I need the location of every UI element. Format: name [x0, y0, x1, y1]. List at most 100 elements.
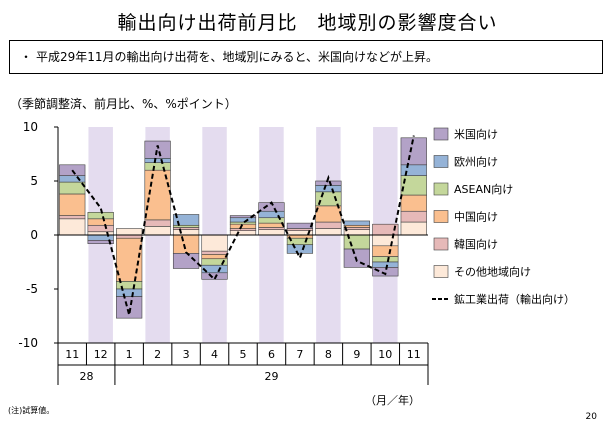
bar-segment — [229, 221, 257, 225]
bar-segment — [87, 240, 114, 244]
summary-text: 平成29年11月の輸出向け出荷を、地域別にみると、米国向けなどが上昇。 — [36, 50, 439, 64]
bar-segment — [172, 214, 200, 226]
legend-label: 欧州向け — [454, 155, 498, 169]
bar-segment — [400, 210, 427, 223]
bar-segment — [400, 175, 427, 196]
x-tick-label: 11 — [65, 348, 79, 361]
bar-segment — [315, 185, 342, 193]
bar-segment — [144, 162, 171, 171]
bar-segment — [201, 272, 228, 280]
x-tick-label: 12 — [94, 348, 108, 361]
bar-segment — [59, 218, 86, 236]
legend-swatch — [433, 182, 449, 196]
line-series-exports — [71, 135, 415, 316]
bar-segment — [59, 175, 86, 183]
x-tick-label: 10 — [378, 348, 392, 361]
bar-segment — [116, 237, 143, 282]
bar-segment — [372, 256, 399, 263]
page-number: 20 — [585, 412, 597, 422]
bar-segment — [87, 218, 114, 226]
legend-swatch — [433, 155, 449, 168]
bar-segment — [372, 234, 399, 247]
year-label: 28 — [79, 370, 93, 383]
bar-segment — [144, 219, 171, 227]
bar-segment — [229, 217, 257, 223]
bar-segment — [400, 221, 427, 236]
x-tick-label: 6 — [268, 348, 275, 361]
bar-segment — [201, 254, 228, 260]
bar-segment — [400, 194, 427, 212]
x-tick-label: 1 — [126, 348, 133, 361]
legend-label: 米国向け — [454, 127, 498, 141]
bar-segment — [116, 296, 143, 319]
bar-segment — [144, 158, 171, 163]
bar-segment — [372, 267, 399, 277]
bar-segment — [229, 228, 257, 231]
legend-swatch — [433, 210, 449, 223]
bar-segment — [172, 224, 200, 228]
bar-segment — [229, 230, 257, 236]
bar-segment — [59, 181, 86, 195]
bar-segment — [286, 222, 314, 229]
x-tick-label: 4 — [211, 348, 218, 361]
bar-segment — [258, 227, 285, 230]
bar-segment — [172, 227, 200, 230]
bar-segment — [315, 228, 342, 236]
bar-segment — [315, 205, 342, 223]
bar-segment — [116, 228, 143, 236]
x-tick-label: 8 — [325, 348, 332, 361]
bar-segment — [144, 226, 171, 236]
legend-swatch — [433, 237, 449, 251]
bar-segment — [201, 250, 228, 255]
legend-label: その他地域向け — [454, 265, 531, 279]
legend-swatch — [433, 265, 449, 278]
legend-label: 鉱工業出荷（輸出向け） — [454, 292, 575, 306]
bar-segment — [229, 215, 257, 219]
legend-label: ASEAN向け — [454, 182, 513, 196]
bar-segment — [201, 234, 228, 252]
bar-segment — [343, 227, 370, 230]
x-tick-label: 9 — [353, 348, 360, 361]
year-label: 29 — [264, 370, 278, 383]
y-tick-label: -10 — [18, 336, 38, 350]
y-tick-label: 0 — [30, 228, 38, 242]
bar-segment — [258, 222, 285, 228]
bar-segment — [372, 261, 399, 268]
bar-segment — [144, 140, 171, 159]
x-tick-label: 11 — [407, 348, 421, 361]
units-label: （季節調整済、前月比、%、%ポイント） — [10, 97, 237, 111]
bar-segment — [229, 223, 257, 229]
x-tick-label: 5 — [240, 348, 247, 361]
x-unit-label: （月／年） — [365, 393, 420, 407]
summary-bullet: ・ — [20, 50, 33, 64]
x-tick-label: 7 — [296, 348, 303, 361]
bar-segment — [172, 234, 200, 254]
bar-segment — [286, 244, 314, 254]
bar-segment — [172, 229, 200, 236]
legend-label: 韓国向け — [454, 237, 498, 251]
y-tick-label: 5 — [30, 174, 38, 188]
bar-segment — [258, 210, 285, 219]
page-title: 輸出向け出荷前月比 地域別の影響度合い — [117, 12, 498, 34]
bar-segment — [59, 193, 86, 216]
bar-segment — [258, 229, 285, 236]
bar-segment — [400, 137, 427, 166]
bar-segment — [315, 180, 342, 186]
bar-segment — [315, 221, 342, 229]
y-tick-label: 10 — [23, 120, 38, 134]
bar-segment — [372, 245, 399, 257]
y-tick-label: -5 — [26, 282, 38, 296]
bar-segment — [87, 212, 114, 220]
summary-box: ・平成29年11月の輸出向け出荷を、地域別にみると、米国向けなどが上昇。 — [9, 40, 603, 74]
legend-swatch — [433, 127, 449, 141]
footnote: (注)試算値。 — [8, 406, 55, 415]
bar-segment — [59, 215, 86, 220]
x-tick-label: 3 — [183, 348, 190, 361]
bar-segment — [343, 220, 370, 226]
bar-segment — [400, 164, 427, 176]
bar-segment — [343, 224, 370, 228]
bar-segment — [116, 288, 143, 297]
bar-segment — [87, 224, 114, 233]
x-tick-label: 2 — [154, 348, 161, 361]
